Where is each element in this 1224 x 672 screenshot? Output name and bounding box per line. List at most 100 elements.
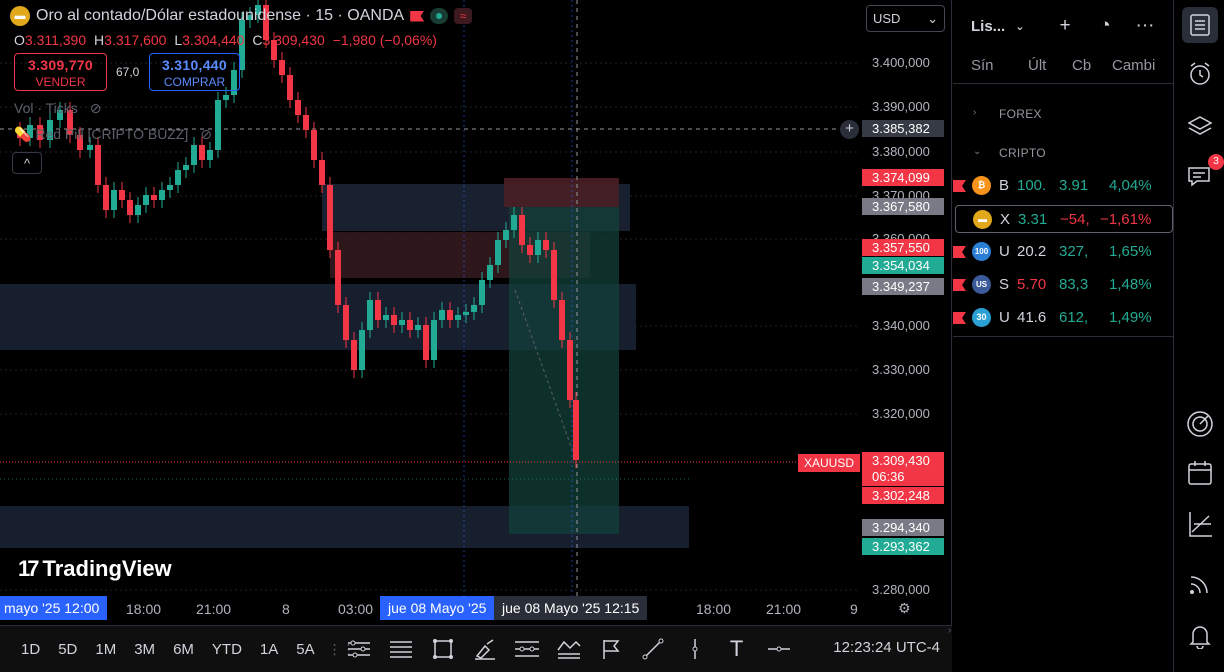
volume-indicator[interactable]: Vol · Ticks ⊘: [14, 100, 101, 117]
row-last: 3.31: [1018, 211, 1048, 228]
add-alert-icon[interactable]: +: [840, 120, 859, 139]
range-6m[interactable]: 6M: [173, 640, 194, 658]
row-symbol: S: [999, 276, 1010, 293]
flag-icon[interactable]: [953, 246, 966, 258]
group-forex[interactable]: › FOREX: [973, 107, 1042, 121]
watchlist-icon[interactable]: [1182, 7, 1218, 43]
market-open-icon[interactable]: [430, 8, 449, 24]
range-1m[interactable]: 1M: [95, 640, 117, 658]
range-5a[interactable]: 5A: [296, 640, 315, 658]
candle-body: [447, 310, 453, 320]
watchlist-row[interactable]: 30 U 41.6 612, 1,49%: [953, 304, 1174, 332]
range-5d[interactable]: 5D: [58, 640, 78, 658]
advanced-view-icon[interactable]: ◔: [1099, 15, 1111, 36]
pattern-icon[interactable]: [548, 634, 590, 664]
eye-off-icon[interactable]: ⊘: [200, 126, 212, 142]
watchlist-row-selected[interactable]: ▬ X 3.31 −54, −1,61%: [955, 205, 1173, 233]
flag-icon[interactable]: [953, 180, 966, 192]
candle-body: [167, 185, 173, 190]
flag-tool-icon[interactable]: [590, 634, 632, 664]
watchlist-title[interactable]: Lis...: [971, 17, 1006, 35]
col-change-percent[interactable]: Cambi: [1112, 57, 1156, 74]
horizontal-line-icon[interactable]: [758, 634, 800, 664]
flag-icon[interactable]: [953, 312, 966, 324]
calendar-icon[interactable]: [1182, 455, 1218, 491]
trend-line-icon[interactable]: [632, 634, 674, 664]
flag-icon[interactable]: [953, 279, 966, 291]
chat-icon[interactable]: 3: [1182, 154, 1224, 194]
settings-icon[interactable]: ⚙: [898, 600, 911, 616]
time-tick: 21:00: [766, 601, 802, 617]
range-1d[interactable]: 1D: [21, 640, 41, 658]
sell-button[interactable]: 3.309,770 VENDER: [14, 53, 107, 91]
notifications-bell-icon[interactable]: [1182, 618, 1218, 654]
candle-body: [391, 315, 397, 325]
eye-off-icon[interactable]: ⊘: [89, 100, 102, 116]
candle-body: [423, 325, 429, 360]
price-tick: 3.320,000: [872, 406, 930, 421]
lines-icon[interactable]: [380, 634, 422, 664]
us30-icon: 30: [972, 308, 991, 327]
watchlist-row[interactable]: ₿ B 100. 3.91 4,04%: [953, 172, 1174, 200]
price-tick: 3.390,000: [872, 99, 930, 114]
price-chart[interactable]: [0, 0, 952, 625]
fib-icon[interactable]: [506, 634, 548, 664]
watchlist-row[interactable]: 100 U 20.2 327, 1,65%: [953, 238, 1174, 266]
broadcast-icon[interactable]: [1182, 566, 1218, 602]
data-status-icon[interactable]: ≈: [454, 8, 473, 24]
layers-icon[interactable]: [1182, 108, 1218, 144]
target-icon[interactable]: [1182, 406, 1218, 442]
candle-body: [103, 185, 109, 210]
brush-icon[interactable]: [464, 634, 506, 664]
candle-body: [295, 100, 301, 115]
buy-button[interactable]: 3.310,440 COMPRAR: [149, 53, 240, 91]
candle-body: [95, 145, 101, 185]
alarm-clock-icon[interactable]: [1182, 56, 1218, 92]
candle-body: [415, 325, 421, 330]
watchlist-row[interactable]: US S 5.70 83,3 1,48%: [953, 271, 1174, 299]
candle-body: [67, 110, 73, 135]
collapse-legend-button[interactable]: ^: [12, 152, 42, 174]
group-cripto[interactable]: ⌄ CRIPTO: [973, 146, 1046, 160]
candle-body: [199, 145, 205, 160]
col-last[interactable]: Últ: [1028, 57, 1047, 74]
candle-body: [327, 185, 333, 250]
candle-body: [239, 20, 245, 70]
currency-select[interactable]: USD ⌄: [866, 5, 945, 32]
chart-area[interactable]: ▬ Oro al contado/Dólar estadounidense · …: [0, 0, 952, 625]
vertical-line-icon[interactable]: [674, 634, 716, 664]
more-icon[interactable]: ···: [1135, 15, 1155, 36]
buy-price: 3.310,440: [162, 57, 227, 73]
candle-body: [503, 230, 509, 240]
candle-body: [247, 15, 253, 20]
symbol-title[interactable]: Oro al contado/Dólar estadounidense · 15…: [36, 7, 405, 24]
text-tool-icon[interactable]: T: [729, 636, 744, 661]
flag-icon[interactable]: [410, 10, 425, 22]
chart-tools-icon[interactable]: [1182, 506, 1218, 542]
symbol-header[interactable]: ▬ Oro al contado/Dólar estadounidense · …: [10, 6, 473, 26]
us-flag-icon: US: [972, 275, 991, 294]
trend-tools-icon[interactable]: [338, 634, 380, 664]
price-label: 3.302,248: [862, 487, 944, 504]
drag-handle-icon[interactable]: ⋮⋮: [327, 640, 356, 657]
candle-body: [263, 5, 269, 40]
row-change-percent: 1,65%: [1109, 243, 1152, 260]
clock[interactable]: 12:23:24 UTC-4: [833, 639, 940, 656]
panel-toggle-icon[interactable]: ›: [948, 625, 952, 636]
range-ytd[interactable]: YTD: [211, 640, 242, 658]
stop-zone: [504, 178, 619, 207]
rectangle-icon[interactable]: [422, 634, 464, 664]
custom-indicator[interactable]: 💊 Red Pill [CRIPTO BUZZ] ⊘: [14, 126, 212, 143]
range-3m[interactable]: 3M: [134, 640, 156, 658]
time-axis[interactable]: mayo '25 12:00 18:00 21:00 8 03:00 jue 0…: [0, 596, 951, 624]
candle-body: [175, 170, 181, 185]
range-1a[interactable]: 1A: [259, 640, 279, 658]
row-last: 41.6: [1017, 309, 1047, 326]
chevron-down-icon[interactable]: ⌄: [1015, 20, 1025, 33]
row-last: 5.70: [1017, 276, 1047, 293]
candle-body: [215, 100, 221, 150]
col-change[interactable]: Cb: [1072, 57, 1092, 74]
add-symbol-icon[interactable]: +: [1059, 15, 1071, 36]
projection-line: [514, 289, 574, 453]
col-symbol[interactable]: Sín: [971, 57, 994, 74]
